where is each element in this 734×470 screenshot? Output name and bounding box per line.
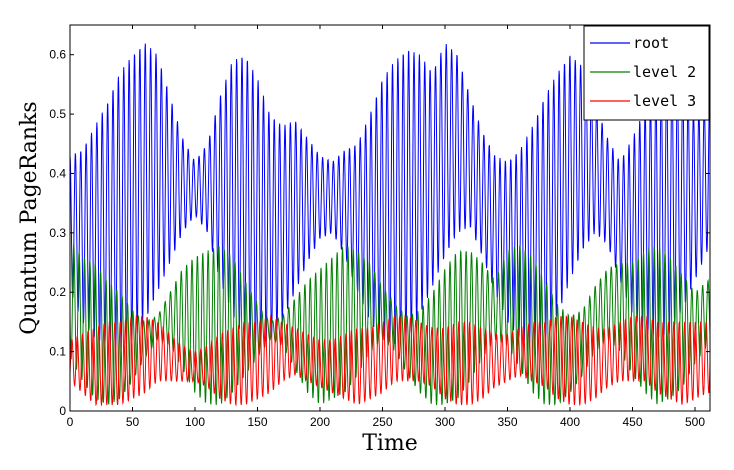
x-tick-label: 200	[310, 415, 330, 429]
y-tick-label: 0.3	[49, 226, 66, 240]
y-tick-label: 0.6	[49, 48, 66, 62]
series-line-level-3	[70, 314, 710, 407]
plot-frame	[69, 24, 711, 412]
x-tick-label: 50	[126, 415, 140, 429]
x-tick-label: 0	[67, 415, 74, 429]
x-tick-label: 300	[435, 415, 455, 429]
x-tick-label: 100	[185, 415, 205, 429]
y-axis-title: Quantum PageRanks	[17, 101, 42, 334]
x-tick-label: 450	[622, 415, 642, 429]
legend: root level 2 level 3	[583, 25, 710, 121]
y-tick-label: 0.4	[49, 166, 66, 180]
x-axis-title: Time	[362, 431, 418, 456]
legend-label: root	[633, 34, 669, 52]
y-tick-label: 0	[59, 404, 66, 418]
axis-ticks: 0 50 100 150 200 250 300 350 400 450 500 0 0.1 0.2 0.3…	[49, 25, 710, 429]
x-tick-label: 400	[560, 415, 580, 429]
x-tick-label: 250	[372, 415, 392, 429]
legend-label: level 2	[633, 63, 696, 81]
x-tick-label: 350	[497, 415, 517, 429]
y-tick-label: 0.2	[49, 285, 66, 299]
legend-label: level 3	[633, 92, 696, 110]
legend-box	[583, 25, 710, 121]
y-tick-label: 0.1	[49, 345, 66, 359]
series-layer	[70, 43, 710, 407]
x-tick-label: 500	[685, 415, 705, 429]
x-tick-label: 150	[247, 415, 267, 429]
y-tick-label: 0.5	[49, 107, 66, 121]
